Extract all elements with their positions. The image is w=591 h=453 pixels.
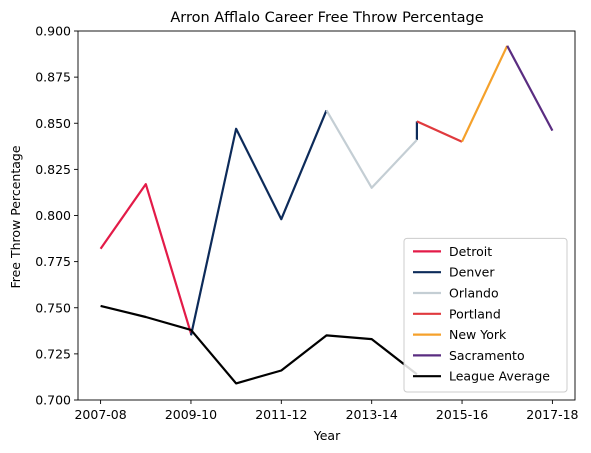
series-line-portland <box>416 120 463 143</box>
x-tick-label: 2013-14 <box>346 407 398 422</box>
x-tick-label: 2007-08 <box>74 407 126 422</box>
y-axis-label: Free Throw Percentage <box>8 145 23 288</box>
y-tick-label: 0.850 <box>35 116 71 131</box>
legend-label-orlando: Orlando <box>449 286 499 301</box>
series-line-new-york <box>461 45 509 143</box>
legend-label-portland: Portland <box>449 306 501 321</box>
x-axis-label: Year <box>313 428 341 443</box>
x-tick-label: 2015-16 <box>436 407 488 422</box>
y-tick-label: 0.725 <box>35 346 71 361</box>
x-tick-label: 2011-12 <box>255 407 307 422</box>
series-line-denver <box>189 109 328 336</box>
series-line-orlando <box>325 109 418 189</box>
x-tick-label: 2017-18 <box>526 407 578 422</box>
plot-lines <box>99 45 554 385</box>
y-tick-label: 0.825 <box>35 162 71 177</box>
x-tick-label: 2009-10 <box>165 407 217 422</box>
y-tick-label: 0.875 <box>35 70 71 85</box>
y-tick-label: 0.750 <box>35 300 71 315</box>
legend-box <box>403 237 568 393</box>
y-tick-label: 0.700 <box>35 393 71 408</box>
legend-label-new-york: New York <box>449 327 507 342</box>
y-tick-label: 0.900 <box>35 24 71 39</box>
legend-label-league-average: League Average <box>449 369 550 384</box>
legend-label-denver: Denver <box>449 265 495 280</box>
legend-label-sacramento: Sacramento <box>449 348 525 363</box>
y-tick-label: 0.800 <box>35 208 71 223</box>
y-tick-label: 0.775 <box>35 254 71 269</box>
series-line-detroit <box>99 183 193 334</box>
legend: Detroit Denver Orlando Portland New York Sacr… <box>403 237 568 393</box>
series-line-league-average <box>100 304 418 385</box>
legend-label-detroit: Detroit <box>449 244 492 259</box>
y-axis: 0.700 0.725 0.750 0.775 0.800 0.825 0.850 0.875… <box>35 24 78 408</box>
x-axis: 2007-08 2009-10 2011-12 2013-14 2015-16 2017-… <box>74 400 579 422</box>
series-line-sacramento <box>506 45 554 132</box>
chart-title: Arron Afflalo Career Free Throw Percenta… <box>170 10 483 26</box>
